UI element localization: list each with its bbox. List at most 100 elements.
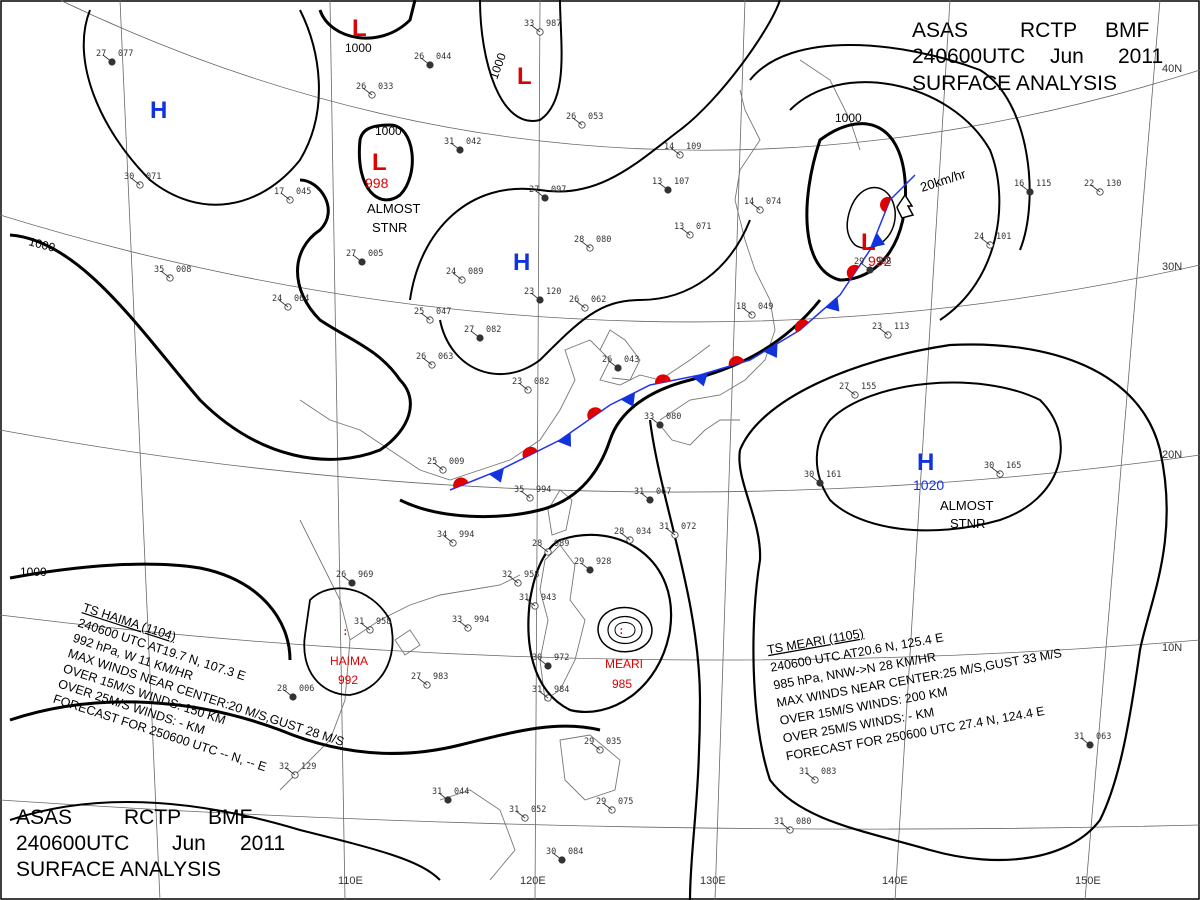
station-plot: 31 080: [774, 817, 811, 834]
station-pressure: 083: [821, 767, 836, 777]
station-plot: 29 928: [574, 557, 611, 574]
wind-barb-icon: [590, 742, 601, 751]
station-temperature: 33: [644, 412, 654, 422]
isobar-1000-south: [9, 562, 292, 661]
station-temperature: 23: [872, 322, 882, 332]
station-temperature: 24: [272, 294, 282, 304]
station-pressure: 958: [376, 617, 391, 627]
station-pressure: 129: [301, 762, 316, 772]
station-temperature: 26: [356, 82, 366, 92]
station-plot: 29 035: [584, 737, 621, 754]
station-plot: 25 009: [427, 457, 464, 474]
wind-barb-icon: [508, 575, 519, 584]
station-temperature: 27: [529, 185, 539, 195]
station-pressure: 113: [894, 322, 909, 332]
latitude-line-30n: [0, 214, 1200, 323]
typhoon-symbol-icon: ։: [619, 621, 624, 637]
isobar-highland: [82, 9, 320, 206]
station-plot: 26 062: [569, 295, 606, 312]
wind-barb-icon: [342, 575, 353, 584]
isobar-1000-west: [9, 178, 412, 461]
wind-barb-icon: [102, 54, 113, 63]
station-temperature: 27: [839, 382, 849, 392]
wind-barb-icon: [438, 792, 449, 801]
station-pressure: 097: [551, 185, 566, 195]
station-plot: 35 008: [154, 265, 191, 282]
wind-barb-icon: [538, 658, 549, 667]
station-temperature: 33: [452, 615, 462, 625]
station-pressure: 080: [596, 235, 611, 245]
station-plot: 31 044: [432, 787, 469, 804]
station-plot: 27 082: [464, 325, 501, 342]
station-plot: 24 064: [272, 294, 309, 311]
cold-front-triangle-icon: [870, 232, 886, 248]
station-pressure: 064: [294, 294, 309, 304]
station-pressure: 984: [554, 685, 569, 695]
station-plot: 31 067: [634, 487, 671, 504]
station-temperature: 31: [509, 805, 519, 815]
header-center: RCTP: [124, 806, 181, 829]
station-temperature: 31: [634, 487, 644, 497]
station-temperature: 30: [984, 461, 994, 471]
lon-label-150e: 150E: [1075, 875, 1101, 887]
station-pressure: 080: [666, 412, 681, 422]
station-plot: 31 072: [659, 522, 696, 539]
wind-barb-icon: [285, 767, 296, 776]
latitude-line-20n: [0, 429, 1200, 493]
station-temperature: 24: [974, 232, 984, 242]
typhoon-pressure: 985: [612, 677, 632, 691]
high-center-letter: H: [150, 97, 167, 124]
station-plot: 23 082: [512, 377, 549, 394]
coastline-indochina: [279, 519, 351, 791]
cold-front-triangle-icon: [557, 432, 572, 447]
wind-barb-icon: [362, 87, 373, 96]
wind-barb-icon: [433, 462, 444, 471]
station-plot: 27 155: [839, 382, 876, 399]
station-temperature: 28: [614, 527, 624, 537]
station-plot: 32 958: [502, 570, 539, 587]
wind-barb-icon: [845, 387, 856, 396]
wind-barb-icon: [283, 689, 294, 698]
station-plot: 34 994: [437, 530, 474, 547]
station-plot: 14 109: [664, 142, 701, 159]
warm-front-semicircle-icon: [846, 264, 860, 280]
wind-barb-icon: [680, 227, 691, 236]
station-plot: 27 983: [411, 672, 448, 689]
typhoon-symbol-icon: ։: [343, 622, 348, 638]
station-temperature: 30: [546, 847, 556, 857]
station-pressure: 983: [433, 672, 448, 682]
wind-barb-icon: [280, 192, 291, 201]
station-pressure: 053: [588, 112, 603, 122]
wind-barb-icon: [518, 382, 529, 391]
station-temperature: 30: [124, 172, 134, 182]
high-center-letter: H: [917, 449, 934, 476]
station-plot: 28 034: [614, 527, 651, 544]
station-temperature: 27: [411, 672, 421, 682]
wind-barb-icon: [780, 822, 791, 831]
wind-barb-icon: [1080, 737, 1091, 746]
station-plot: 13 107: [652, 177, 689, 194]
station-pressure: 006: [299, 684, 314, 694]
station-plot: 26 063: [416, 352, 453, 369]
station-plot: 30 165: [984, 461, 1021, 478]
wind-barb-icon: [602, 802, 613, 811]
station-temperature: 31: [432, 787, 442, 797]
wind-barb-icon: [580, 562, 591, 571]
header-time: 240600UTC: [16, 832, 129, 855]
station-plot: 30 084: [546, 847, 583, 864]
wind-barb-icon: [130, 177, 141, 186]
station-temperature: 16: [1014, 179, 1024, 189]
wind-barb-icon: [640, 492, 651, 501]
station-pressure: 943: [541, 593, 556, 603]
station-temperature: 31: [1074, 732, 1084, 742]
station-plot: 27 005: [346, 249, 383, 266]
wind-barb-icon: [452, 272, 463, 281]
lat-label-10n: 10N: [1162, 642, 1182, 654]
station-temperature: 26: [602, 355, 612, 365]
station-plot: 33 994: [452, 615, 489, 632]
station-pressure: 107: [674, 177, 689, 187]
isobar-ne-low-inner: [846, 186, 896, 249]
coastline-borneo: [439, 789, 516, 881]
station-pressure: 115: [1036, 179, 1051, 189]
